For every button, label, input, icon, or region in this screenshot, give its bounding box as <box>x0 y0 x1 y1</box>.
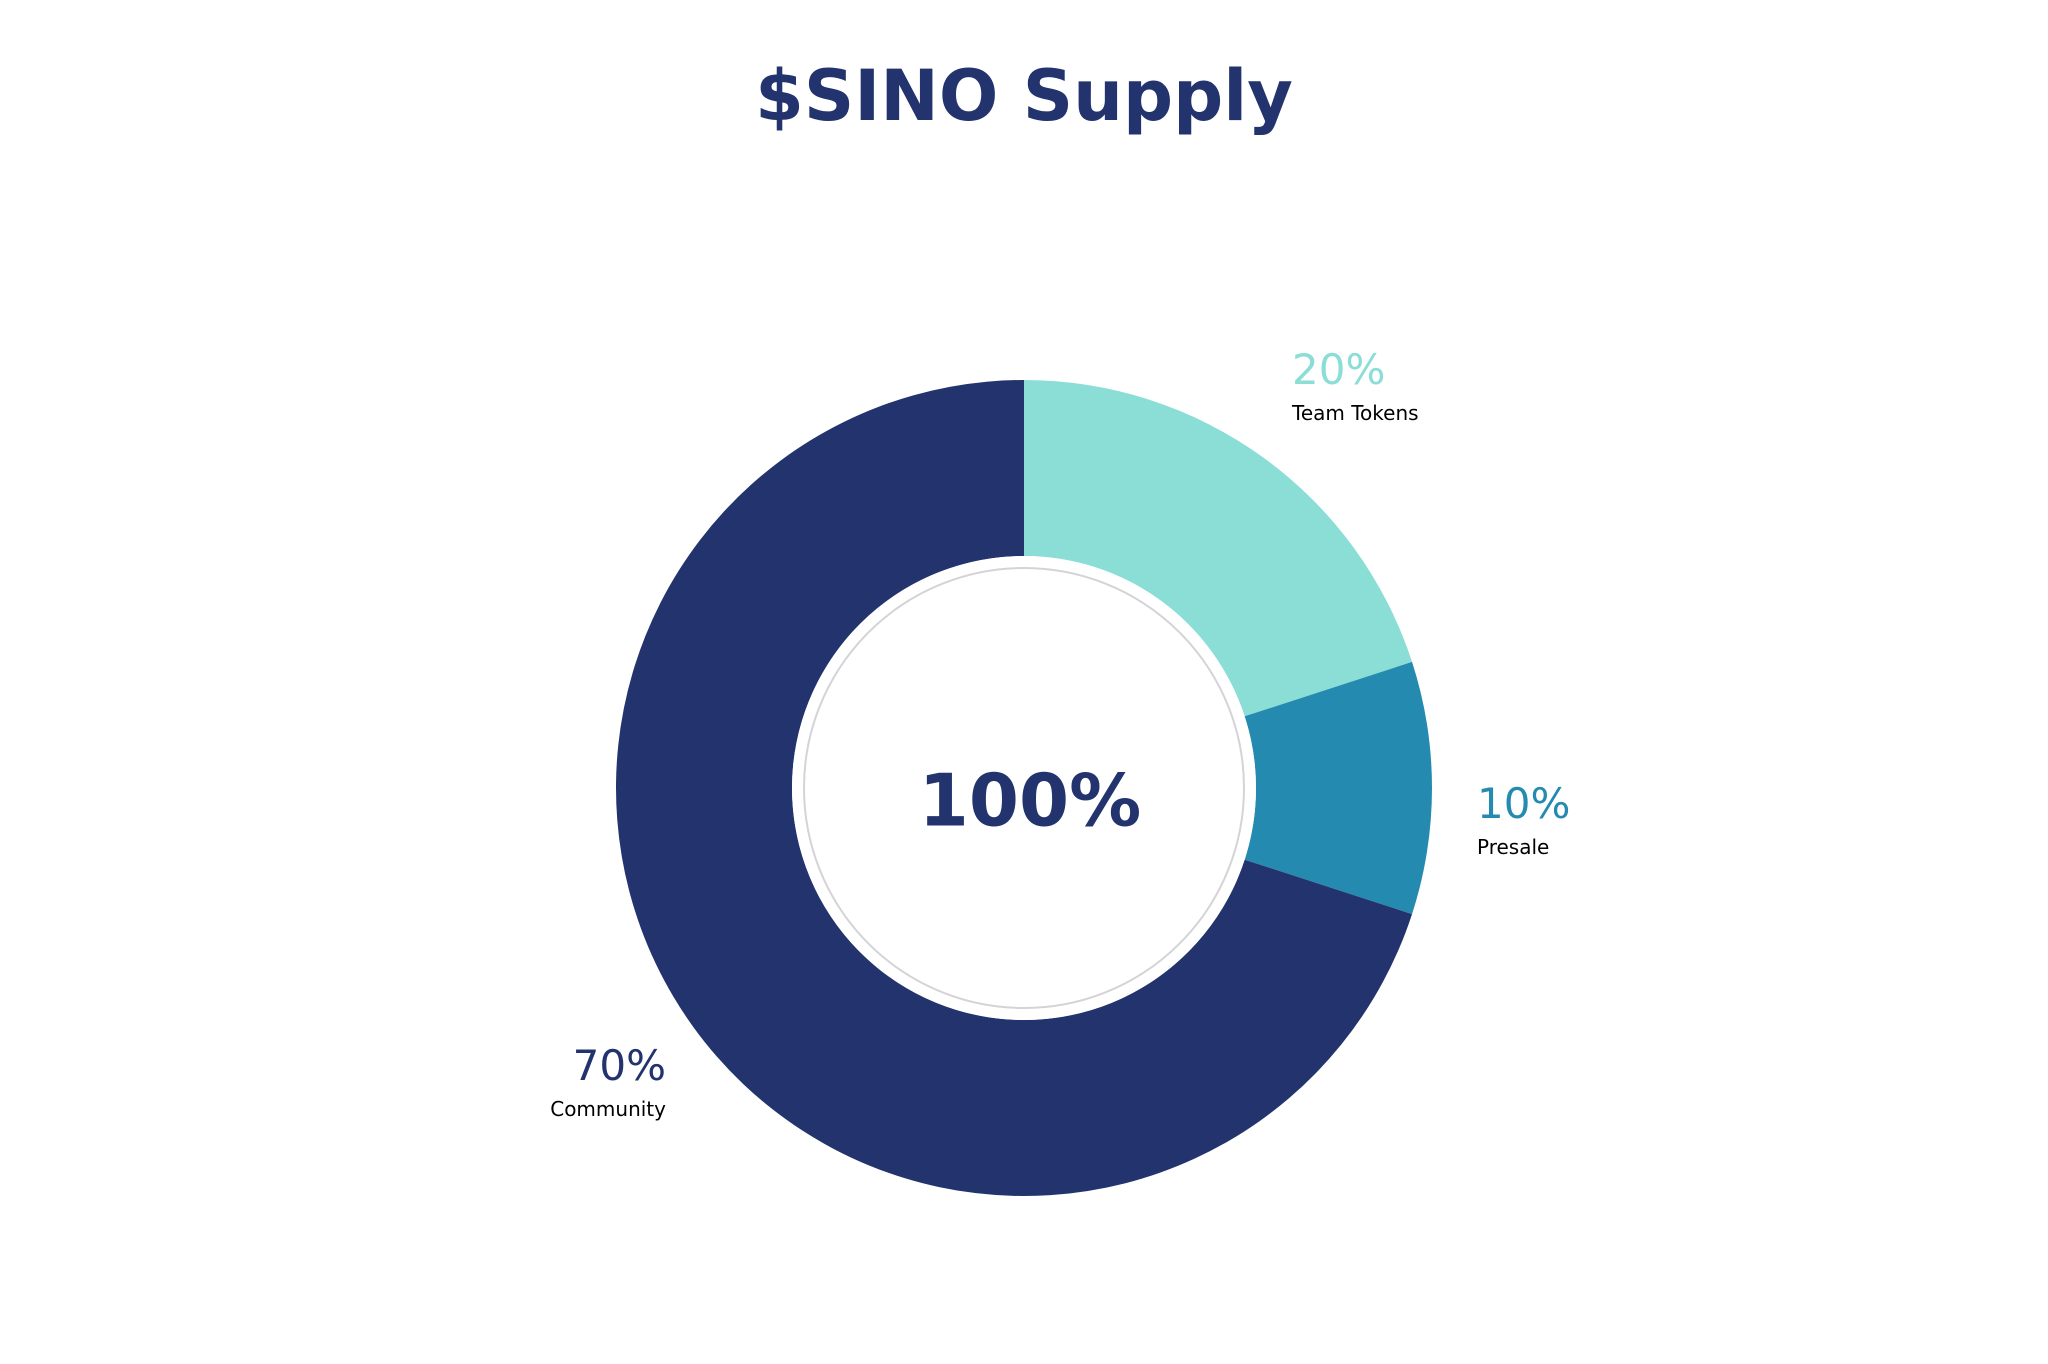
slice-name-label-presale: Presale <box>1477 835 1549 859</box>
slice-percent-label-community: 70% <box>573 1041 666 1090</box>
donut-slices <box>616 380 1433 1196</box>
slice-percent-label-presale: 10% <box>1477 779 1570 828</box>
donut-inner-ring <box>803 567 1245 1009</box>
slice-labels: 20% Team Tokens 10% Presale 70% Community <box>550 345 1570 1121</box>
slice-percent-label-team-tokens: 20% <box>1292 345 1385 394</box>
slice-presale <box>1244 661 1433 915</box>
center-total-label: 100% <box>919 759 1141 843</box>
donut-center-hole <box>792 556 1256 1020</box>
chart-title: $SINO Supply <box>755 55 1293 137</box>
slice-name-label-community: Community <box>550 1097 666 1121</box>
slice-team-tokens <box>1024 380 1413 717</box>
slice-community <box>616 380 1413 1196</box>
slice-name-label-team-tokens: Team Tokens <box>1291 401 1419 425</box>
